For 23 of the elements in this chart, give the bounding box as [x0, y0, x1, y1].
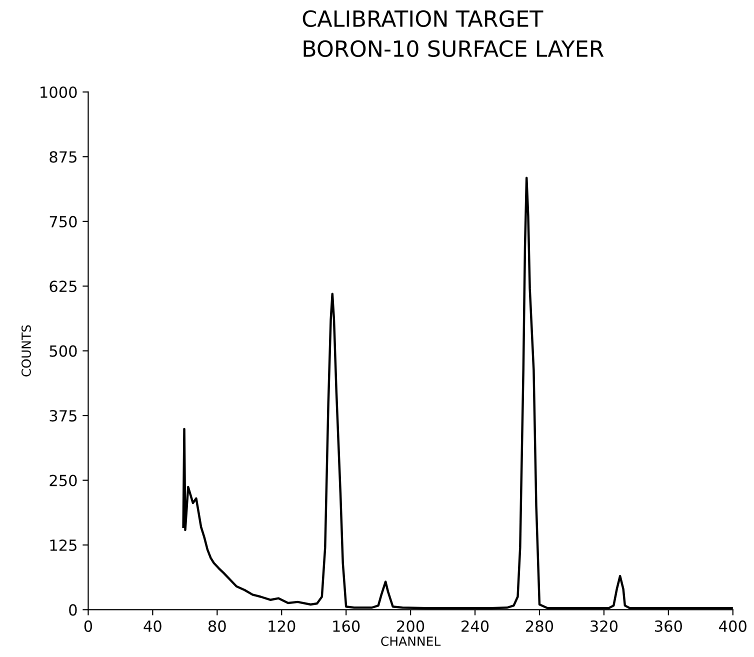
y-tick-label: 500: [50, 345, 77, 357]
x-tick-label: 280: [526, 620, 554, 632]
y-tick-label: 0: [69, 604, 77, 616]
y-tick-label: 1000: [40, 86, 77, 98]
y-tick-label: 750: [50, 216, 77, 228]
x-tick-label: 360: [655, 620, 682, 632]
y-tick-label: 250: [50, 474, 77, 486]
x-tick-label: 400: [719, 620, 746, 632]
x-tick-label: 240: [462, 620, 489, 632]
x-tick-label: 80: [208, 620, 226, 632]
y-tick-label: 375: [50, 410, 76, 422]
y-tick-label: 125: [50, 539, 76, 552]
x-tick-label: 320: [590, 620, 618, 632]
y-axis-title: COUNTS: [21, 325, 31, 376]
x-tick-label: 200: [397, 620, 424, 632]
x-axis-title: CHANNEL: [381, 636, 441, 646]
y-tick-label: 875: [50, 151, 76, 163]
y-tick-label: 625: [50, 280, 76, 292]
x-tick-label: 160: [333, 620, 360, 632]
x-tick-label: 0: [84, 620, 92, 632]
chart-title: CALIBRATION TARGET BORON-10 SURFACE LAYER: [302, 10, 604, 58]
x-tick-label: 120: [268, 620, 296, 632]
x-tick-label: 40: [144, 620, 162, 632]
